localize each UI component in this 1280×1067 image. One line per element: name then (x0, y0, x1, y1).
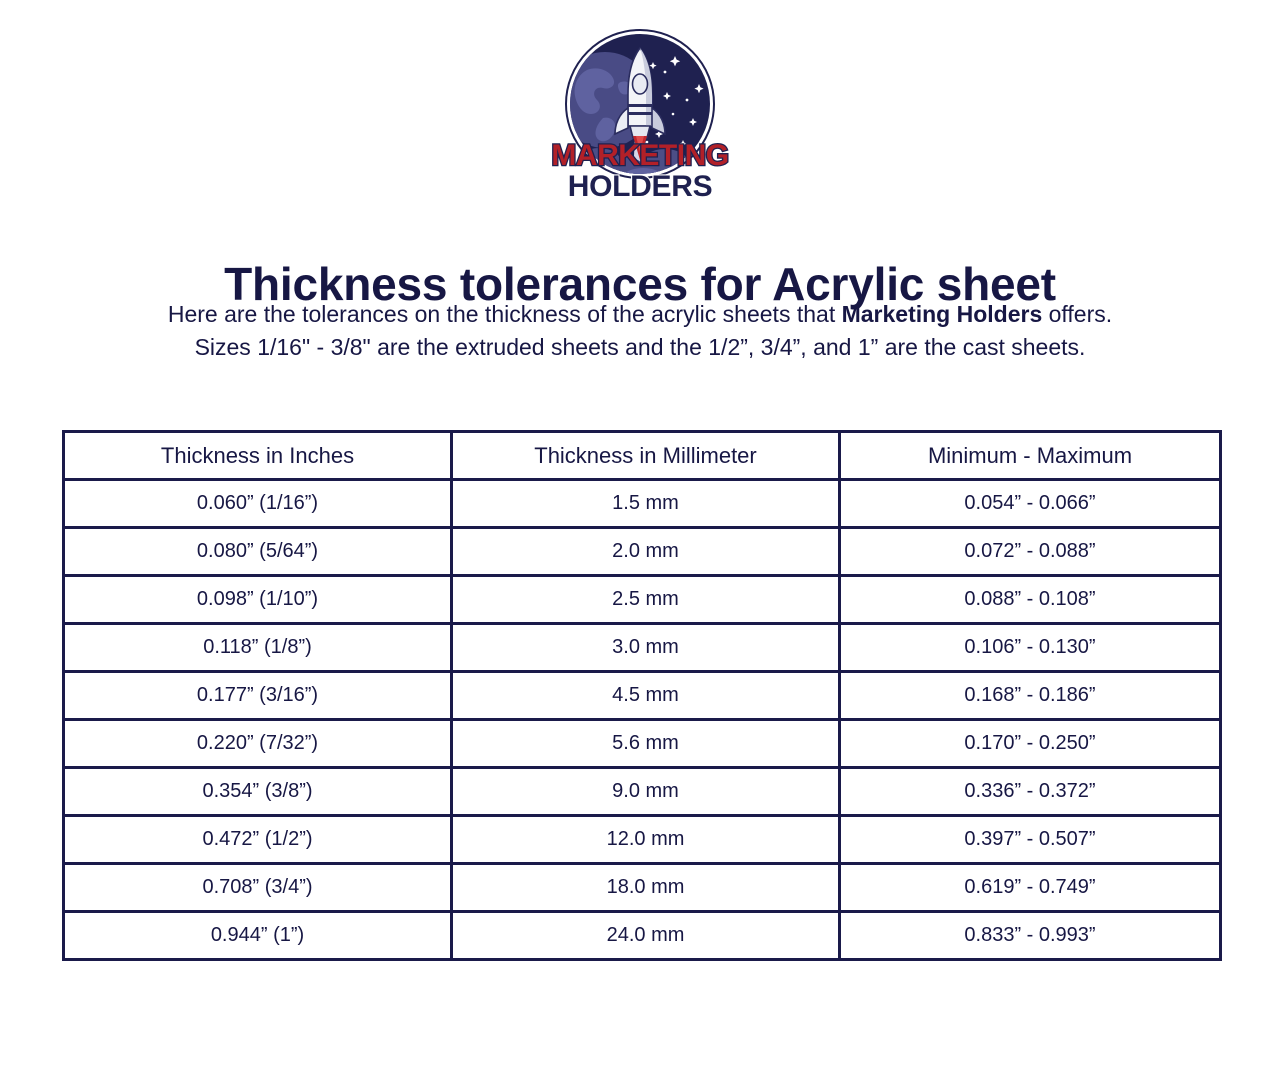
page-subtitle: Here are the tolerances on the thickness… (0, 298, 1280, 365)
cell-millimeter: 4.5 mm (450, 670, 841, 721)
column-header-inches: Thickness in Inches (62, 430, 453, 481)
table-row: 0.708” (3/4”) 18.0 mm 0.619” - 0.749” (62, 862, 1222, 913)
logo-wordmark-holders: HOLDERS (568, 170, 713, 203)
cell-inches: 0.944” (1”) (62, 910, 453, 961)
cell-millimeter: 1.5 mm (450, 478, 841, 529)
table-row: 0.354” (3/8”) 9.0 mm 0.336” - 0.372” (62, 766, 1222, 817)
table-row: 0.220” (7/32”) 5.6 mm 0.170” - 0.250” (62, 718, 1222, 769)
cell-inches: 0.098” (1/10”) (62, 574, 453, 625)
cell-inches: 0.060” (1/16”) (62, 478, 453, 529)
subtitle-line-1: Here are the tolerances on the thickness… (0, 298, 1280, 331)
cell-min-max: 0.054” - 0.066” (838, 478, 1222, 529)
rocket-globe-logo-icon: MARKETING HOLDERS (547, 22, 733, 208)
table-row: 0.472” (1/2”) 12.0 mm 0.397” - 0.507” (62, 814, 1222, 865)
cell-millimeter: 18.0 mm (450, 862, 841, 913)
table-row: 0.060” (1/16”) 1.5 mm 0.054” - 0.066” (62, 478, 1222, 529)
cell-min-max: 0.336” - 0.372” (838, 766, 1222, 817)
cell-inches: 0.118” (1/8”) (62, 622, 453, 673)
cell-millimeter: 3.0 mm (450, 622, 841, 673)
cell-millimeter: 5.6 mm (450, 718, 841, 769)
table-row: 0.080” (5/64”) 2.0 mm 0.072” - 0.088” (62, 526, 1222, 577)
subtitle-line-1-before: Here are the tolerances on the thickness… (167, 301, 842, 327)
cell-millimeter: 12.0 mm (450, 814, 841, 865)
cell-inches: 0.708” (3/4”) (62, 862, 453, 913)
cell-min-max: 0.397” - 0.507” (838, 814, 1222, 865)
cell-min-max: 0.106” - 0.130” (838, 622, 1222, 673)
cell-min-max: 0.619” - 0.749” (838, 862, 1222, 913)
cell-millimeter: 24.0 mm (450, 910, 841, 961)
cell-millimeter: 2.5 mm (450, 574, 841, 625)
subtitle-brand-emphasis: Marketing Holders (841, 301, 1043, 327)
cell-inches: 0.472” (1/2”) (62, 814, 453, 865)
brand-logo: MARKETING HOLDERS (0, 22, 1280, 212)
cell-min-max: 0.088” - 0.108” (838, 574, 1222, 625)
cell-inches: 0.080” (5/64”) (62, 526, 453, 577)
cell-min-max: 0.833” - 0.993” (838, 910, 1222, 961)
table-row: 0.118” (1/8”) 3.0 mm 0.106” - 0.130” (62, 622, 1222, 673)
tolerance-table: Thickness in Inches Thickness in Millime… (62, 430, 1222, 961)
table-row: 0.098” (1/10”) 2.5 mm 0.088” - 0.108” (62, 574, 1222, 625)
page-title: Thickness tolerances for Acrylic sheet (224, 257, 1056, 310)
subtitle-line-1-after: offers. (1042, 301, 1113, 327)
cell-inches: 0.177” (3/16”) (62, 670, 453, 721)
cell-min-max: 0.072” - 0.088” (838, 526, 1222, 577)
table-header-row: Thickness in Inches Thickness in Millime… (62, 430, 1222, 481)
cell-inches: 0.220” (7/32”) (62, 718, 453, 769)
cell-min-max: 0.170” - 0.250” (838, 718, 1222, 769)
cell-inches: 0.354” (3/8”) (62, 766, 453, 817)
table-body: 0.060” (1/16”) 1.5 mm 0.054” - 0.066” 0.… (62, 478, 1222, 961)
cell-millimeter: 2.0 mm (450, 526, 841, 577)
table-row: 0.177” (3/16”) 4.5 mm 0.168” - 0.186” (62, 670, 1222, 721)
column-header-millimeter: Thickness in Millimeter (450, 430, 841, 481)
table-row: 0.944” (1”) 24.0 mm 0.833” - 0.993” (62, 910, 1222, 961)
cell-millimeter: 9.0 mm (450, 766, 841, 817)
subtitle-line-2: Sizes 1/16" - 3/8" are the extruded shee… (194, 334, 1086, 361)
logo-wordmark-marketing: MARKETING (551, 139, 728, 172)
cell-min-max: 0.168” - 0.186” (838, 670, 1222, 721)
tolerance-table-container: Thickness in Inches Thickness in Millime… (62, 430, 1222, 961)
column-header-min-max: Minimum - Maximum (838, 430, 1222, 481)
